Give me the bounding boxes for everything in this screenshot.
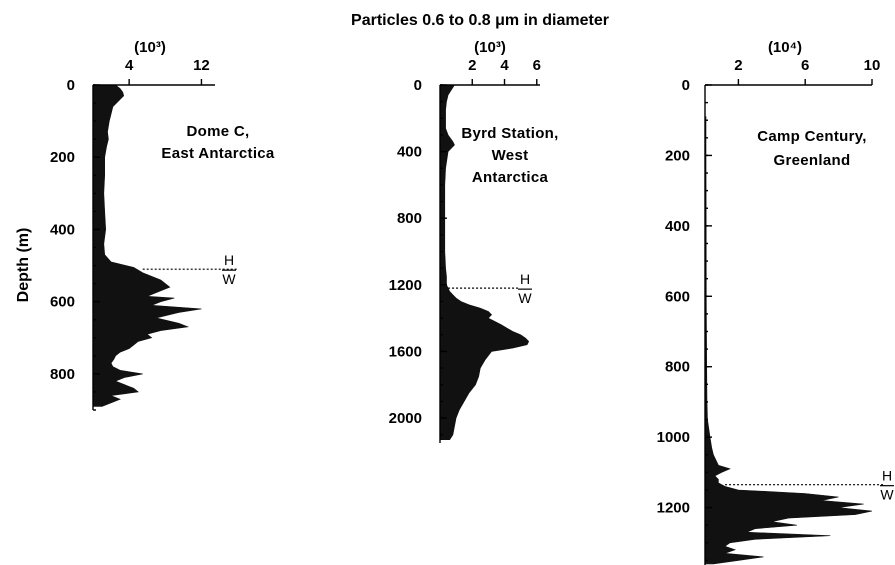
panel-title-line: West — [492, 147, 529, 164]
x-tick-label: 2 — [734, 57, 742, 74]
x-tick-label: 4 — [500, 57, 509, 74]
y-tick-label: 800 — [50, 366, 75, 383]
x-multiplier-label: (10³) — [474, 39, 506, 56]
panel-3: 02004006008001000120014002610(10⁴)Camp C… — [657, 39, 894, 565]
y-tick-label: 400 — [50, 221, 75, 238]
x-tick-label: 10 — [864, 57, 881, 74]
x-tick-label: 2 — [468, 57, 476, 74]
data-profile-area — [704, 116, 873, 565]
panel-title-line: Camp Century, — [757, 128, 866, 145]
panel-title-line: Antarctica — [472, 169, 549, 186]
data-profile-area — [439, 84, 530, 440]
data-profile-area — [92, 84, 202, 407]
x-tick-label: 4 — [125, 57, 134, 74]
transition-label-h: H — [882, 468, 892, 484]
transition-label-w: W — [518, 290, 532, 306]
y-tick-label: 1200 — [657, 500, 690, 517]
x-tick-label: 6 — [801, 57, 809, 74]
panel-1: 0 200 400 600 800 4 12 (10³) Dome C, East Antarct… — [50, 39, 275, 411]
y-tick-label: 1600 — [389, 343, 422, 360]
transition-label-w: W — [880, 487, 894, 503]
y-tick-label: 1200 — [389, 277, 422, 294]
y-tick-label: 0 — [67, 77, 75, 94]
x-multiplier-label: (10³) — [134, 39, 166, 56]
figure-title: Particles 0.6 to 0.8 μm in diameter — [351, 12, 609, 29]
y-tick-label: 400 — [397, 144, 422, 161]
x-tick-label: 6 — [533, 57, 541, 74]
y-tick-label: 200 — [665, 147, 690, 164]
y-tick-label: 800 — [397, 210, 422, 227]
y-tick-label: 0 — [414, 77, 422, 94]
transition-label-h: H — [520, 271, 530, 287]
y-tick-label: 1000 — [657, 429, 690, 446]
panel-title-line: Byrd Station, — [461, 125, 558, 142]
panel-title-line: East Antarctica — [161, 145, 275, 162]
transition-label-h: H — [224, 252, 234, 268]
y-tick-label: 0 — [682, 77, 690, 94]
panel-title-line: Greenland — [774, 152, 851, 169]
transition-label-w: W — [222, 271, 236, 287]
x-tick-label: 12 — [193, 57, 210, 74]
y-axis-label: Depth (m) — [15, 228, 32, 303]
y-tick-label: 400 — [665, 218, 690, 235]
y-tick-label: 800 — [665, 359, 690, 376]
panel-title-line: Dome C, — [187, 123, 250, 140]
x-multiplier-label: (10⁴) — [768, 39, 802, 56]
y-tick-label: 600 — [665, 288, 690, 305]
y-tick-label: 200 — [50, 149, 75, 166]
panel-2: 0 400 800 1200 1600 2000 2 4 6 (10³) Byrd Station,… — [389, 39, 558, 443]
y-tick-label: 600 — [50, 294, 75, 311]
y-tick-label: 2000 — [389, 410, 422, 427]
